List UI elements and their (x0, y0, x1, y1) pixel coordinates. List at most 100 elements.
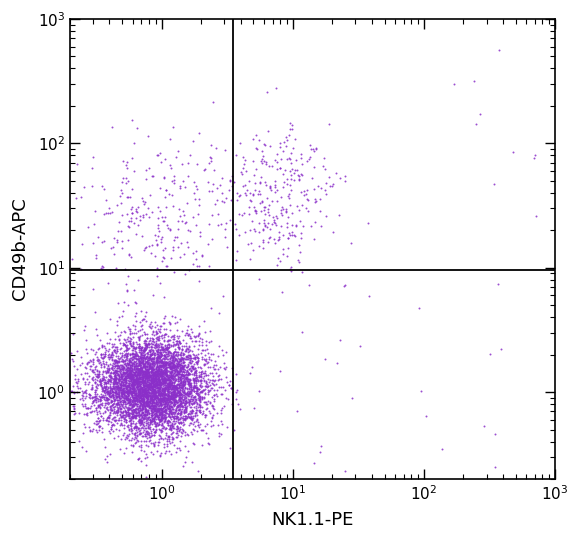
Point (147, 363, 157, 372)
Point (129, 286, 139, 294)
Point (129, 368, 139, 377)
Point (122, 343, 131, 352)
Point (282, 155, 292, 164)
Point (148, 397, 157, 406)
Point (153, 342, 162, 350)
Point (151, 376, 160, 385)
Point (129, 354, 138, 363)
Point (154, 437, 163, 446)
Point (142, 373, 151, 382)
Point (182, 373, 191, 381)
Point (150, 356, 159, 365)
Point (203, 363, 212, 372)
Point (89, 425, 98, 434)
Point (160, 390, 169, 399)
Point (148, 374, 158, 383)
Point (114, 393, 124, 402)
Point (158, 372, 167, 380)
Point (99, 386, 108, 394)
Point (175, 397, 184, 406)
Point (189, 375, 198, 384)
Point (133, 352, 142, 361)
Point (162, 371, 172, 380)
Point (149, 380, 158, 389)
Point (140, 354, 149, 362)
Point (148, 382, 157, 391)
Point (169, 390, 179, 399)
Point (158, 395, 167, 403)
Point (127, 396, 136, 404)
Point (130, 349, 139, 358)
Point (158, 377, 167, 386)
Point (141, 349, 150, 358)
Point (91, 372, 100, 380)
Point (184, 392, 194, 400)
Point (146, 387, 155, 396)
Point (137, 409, 147, 417)
Point (166, 399, 176, 407)
Point (179, 372, 188, 380)
Point (146, 395, 155, 403)
Point (155, 404, 165, 413)
Point (184, 347, 193, 355)
Point (140, 381, 149, 389)
Point (182, 385, 191, 394)
Point (139, 352, 148, 360)
Point (132, 436, 142, 444)
Point (136, 387, 146, 396)
Point (151, 417, 160, 426)
Point (129, 376, 139, 385)
Point (177, 386, 187, 395)
Point (130, 391, 139, 400)
Point (136, 365, 145, 374)
Point (119, 381, 129, 389)
Point (133, 391, 143, 400)
Point (191, 353, 200, 361)
Point (122, 392, 131, 400)
Point (119, 390, 128, 399)
Point (191, 357, 200, 366)
Point (106, 315, 115, 324)
Point (87, 375, 96, 383)
Point (176, 396, 186, 405)
Point (183, 377, 193, 386)
Point (126, 354, 136, 362)
Point (154, 352, 163, 361)
Point (99, 393, 108, 401)
Point (143, 406, 153, 414)
Point (205, 408, 215, 417)
Point (224, 186, 234, 194)
Point (180, 387, 189, 395)
Point (132, 396, 141, 404)
Point (195, 329, 204, 338)
Point (144, 376, 153, 384)
Point (85, 427, 95, 435)
Point (158, 367, 167, 376)
Point (168, 388, 177, 396)
Point (106, 429, 115, 438)
Point (121, 341, 130, 349)
Point (141, 402, 150, 410)
Point (97, 181, 107, 190)
Point (171, 363, 180, 372)
Point (180, 402, 190, 411)
Point (186, 376, 195, 384)
Point (136, 456, 145, 465)
Point (158, 394, 167, 402)
Point (309, 147, 318, 156)
Point (184, 378, 194, 387)
Point (139, 410, 148, 418)
Point (151, 370, 160, 379)
Point (168, 397, 177, 406)
Point (167, 367, 176, 375)
Point (170, 397, 179, 406)
Point (161, 393, 171, 402)
Point (178, 371, 187, 380)
Point (122, 374, 131, 382)
Point (99, 354, 108, 363)
Point (203, 348, 212, 357)
Point (284, 193, 293, 202)
Point (168, 246, 177, 254)
Point (157, 370, 166, 379)
Point (136, 384, 145, 393)
